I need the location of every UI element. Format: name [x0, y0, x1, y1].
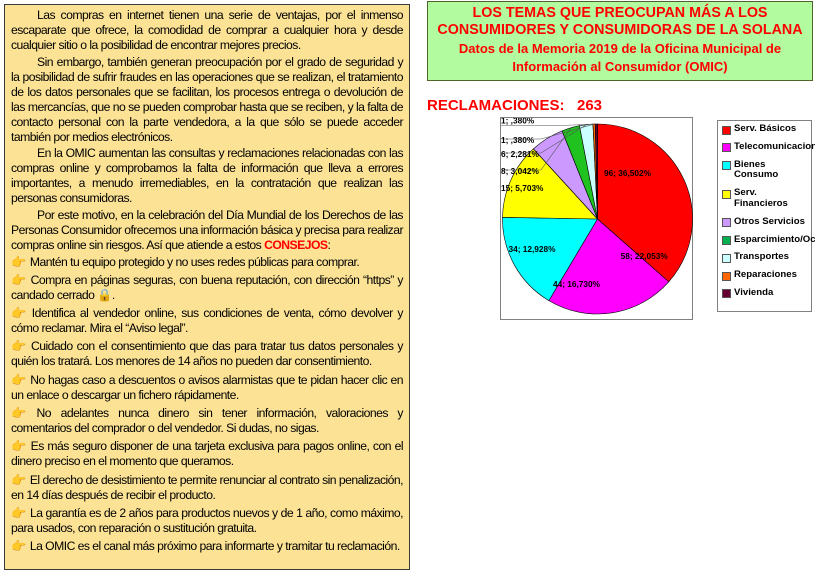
svg-text:44; 16,730%: 44; 16,730%: [553, 279, 601, 289]
svg-text:34; 12,928%: 34; 12,928%: [508, 244, 556, 254]
svg-text:1; ,380%: 1; ,380%: [501, 135, 535, 145]
svg-text:15; 5,703%: 15; 5,703%: [501, 183, 544, 193]
svg-text:6; 2,281%: 6; 2,281%: [501, 149, 539, 159]
svg-text:58; 22,053%: 58; 22,053%: [621, 251, 669, 261]
svg-text:8; 3,042%: 8; 3,042%: [501, 166, 539, 176]
svg-text:1; ,380%: 1; ,380%: [501, 118, 535, 126]
svg-text:96; 36,502%: 96; 36,502%: [604, 168, 652, 178]
